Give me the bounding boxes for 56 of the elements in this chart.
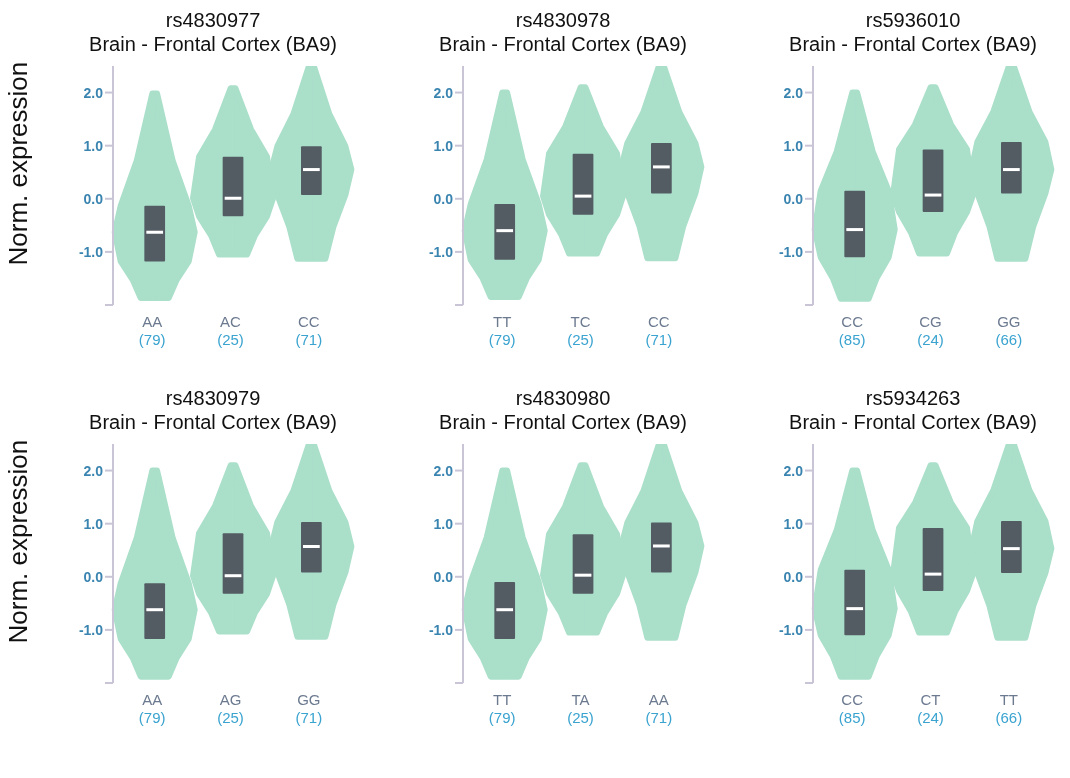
chart-subtitle: Brain - Frontal Cortex (BA9) [88, 410, 338, 434]
chart-title: rs4830979 [164, 386, 262, 410]
x-tick-label: AG (25) [217, 691, 244, 726]
y-tick-label: -1.0 [78, 243, 104, 260]
chart-subtitle: Brain - Frontal Cortex (BA9) [88, 32, 338, 56]
chart-subtitle: Brain - Frontal Cortex (BA9) [438, 32, 688, 56]
y-tick-label: 1.0 [83, 515, 104, 532]
x-tick-label: CC (71) [645, 313, 673, 348]
y-tick-label: 1.0 [433, 137, 454, 154]
chart-subtitle: Brain - Frontal Cortex (BA9) [438, 410, 688, 434]
y-tick-label: 2.0 [783, 84, 804, 101]
x-tick-label: TA (25) [567, 691, 594, 726]
y-tick-label: 1.0 [783, 515, 804, 532]
x-tick-label: CC (71) [295, 313, 323, 348]
y-tick-label: 2.0 [783, 462, 804, 479]
chart-title: rs4830977 [164, 8, 262, 32]
y-tick-label: 2.0 [433, 84, 454, 101]
y-tick-label: 2.0 [83, 84, 104, 101]
chart-title: rs5934263 [864, 386, 962, 410]
y-tick-label: -1.0 [78, 621, 104, 638]
y-tick-label: 1.0 [783, 137, 804, 154]
y-tick-label: 0.0 [783, 190, 804, 207]
y-tick-label: -1.0 [428, 243, 454, 260]
x-tick-label: TT (79) [488, 313, 516, 348]
x-tick-label: TT (79) [488, 691, 516, 726]
x-tick-label: AA (71) [645, 691, 673, 726]
x-tick-label: TT (66) [995, 691, 1023, 726]
x-tick-label: GG (71) [295, 691, 323, 726]
x-tick-label: CG (24) [917, 313, 944, 348]
x-tick-label: AC (25) [217, 313, 244, 348]
y-tick-label: 2.0 [83, 462, 104, 479]
y-tick-label: 0.0 [433, 568, 454, 585]
y-tick-label: 0.0 [83, 568, 104, 585]
x-tick-label: AA (79) [138, 313, 166, 348]
y-tick-label: 0.0 [783, 568, 804, 585]
chart-title: rs4830980 [514, 386, 612, 410]
y-axis-title: Norm. expression [3, 61, 34, 266]
y-tick-label: -1.0 [778, 243, 804, 260]
y-tick-label: 1.0 [83, 137, 104, 154]
chart-subtitle: Brain - Frontal Cortex (BA9) [788, 410, 1038, 434]
chart-title: rs5936010 [864, 8, 962, 32]
x-tick-label: TC (25) [567, 313, 594, 348]
y-tick-label: -1.0 [428, 621, 454, 638]
x-tick-label: CT (24) [917, 691, 944, 726]
x-tick-label: AA (79) [138, 691, 166, 726]
y-tick-label: 1.0 [433, 515, 454, 532]
x-tick-label: GG (66) [995, 313, 1023, 348]
y-tick-label: 0.0 [83, 190, 104, 207]
y-tick-label: -1.0 [778, 621, 804, 638]
y-axis-title: Norm. expression [3, 439, 34, 644]
y-tick-label: 2.0 [433, 462, 454, 479]
x-tick-label: CC (85) [838, 313, 866, 348]
chart-subtitle: Brain - Frontal Cortex (BA9) [788, 32, 1038, 56]
chart-title: rs4830978 [514, 8, 612, 32]
x-tick-label: CC (85) [838, 691, 866, 726]
y-tick-label: 0.0 [433, 190, 454, 207]
